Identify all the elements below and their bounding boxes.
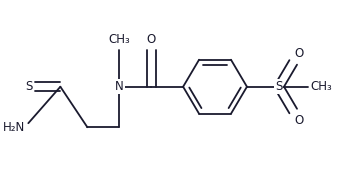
Text: S: S [275, 80, 283, 93]
Text: H₂N: H₂N [2, 121, 25, 134]
Text: N: N [115, 80, 124, 93]
Text: CH₃: CH₃ [311, 80, 333, 93]
Text: S: S [25, 80, 32, 93]
Text: O: O [295, 47, 304, 60]
Text: O: O [295, 114, 304, 127]
Text: O: O [147, 33, 156, 46]
Text: CH₃: CH₃ [108, 33, 130, 46]
